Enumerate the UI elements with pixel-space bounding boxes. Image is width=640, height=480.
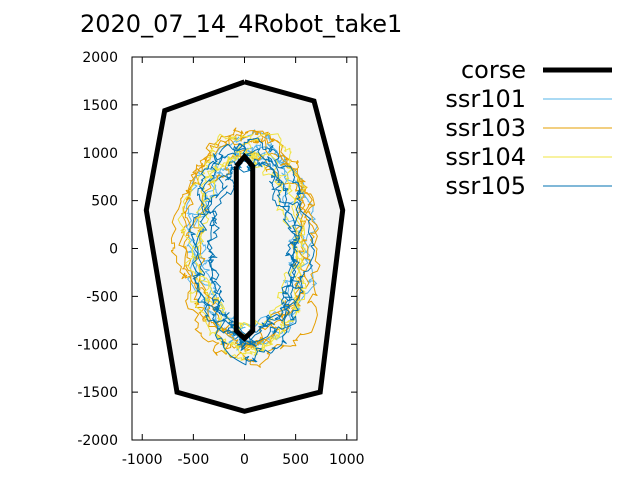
plot-clip-group bbox=[143, 79, 346, 414]
y-tick-label: 500 bbox=[91, 194, 118, 210]
x-tick-label: 1000 bbox=[329, 452, 365, 468]
y-tick-label: 0 bbox=[109, 242, 118, 258]
course-outer-wall bbox=[143, 79, 346, 414]
y-tick-label: -1000 bbox=[77, 337, 118, 353]
y-tick-label: 2000 bbox=[82, 50, 118, 66]
chart-title: 2020_07_14_4Robot_take1 bbox=[80, 10, 402, 38]
y-tick-label: -1500 bbox=[77, 385, 118, 401]
x-tick-label: 500 bbox=[282, 452, 309, 468]
track-island bbox=[236, 156, 253, 339]
y-tick-label: 1000 bbox=[82, 146, 118, 162]
plot-area bbox=[143, 79, 346, 414]
y-tick-label: 1500 bbox=[82, 98, 118, 114]
x-tick-label: -1000 bbox=[122, 452, 163, 468]
legend-label-ssr103: ssr103 bbox=[445, 114, 526, 142]
axes: -1000 -500 0 500 1000 -2000 -1500 -1000 -500 0 500… bbox=[77, 50, 364, 468]
course-inner-wall bbox=[233, 152, 256, 342]
y-tick-label: -500 bbox=[86, 289, 118, 305]
legend-label-ssr101: ssr101 bbox=[445, 85, 526, 113]
y-tick-label: -2000 bbox=[77, 433, 118, 449]
legend-label-corse: corse bbox=[461, 56, 526, 84]
series-line-ssr104 bbox=[177, 133, 307, 361]
legend-label-ssr104: ssr104 bbox=[445, 143, 526, 171]
x-tick-label: -500 bbox=[177, 452, 209, 468]
legend-label-ssr105: ssr105 bbox=[445, 172, 526, 200]
x-tick-label: 0 bbox=[240, 452, 249, 468]
